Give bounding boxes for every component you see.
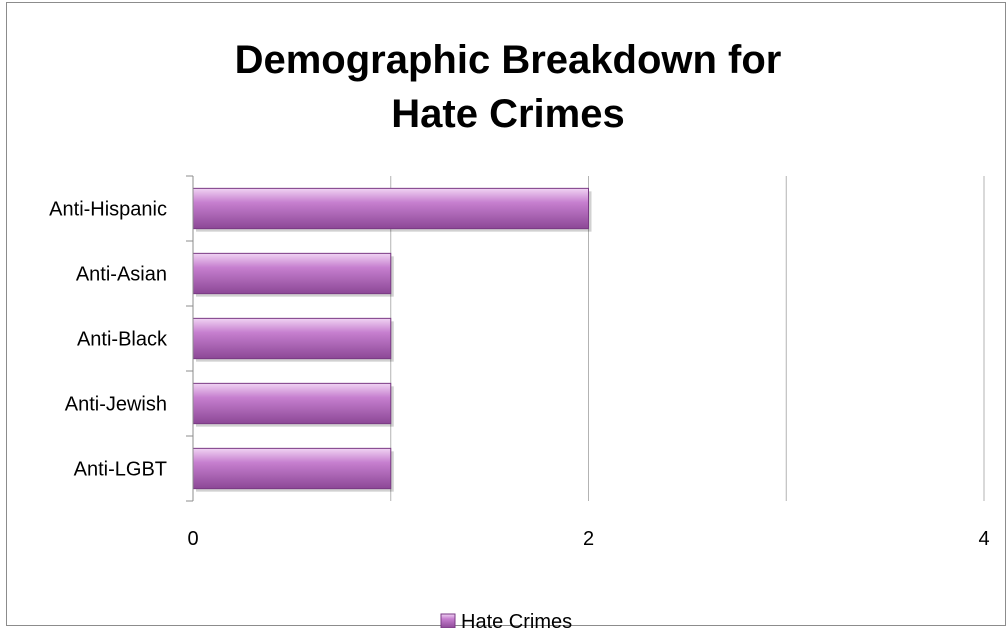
category-label: Anti-Black (77, 329, 168, 351)
bar (192, 382, 392, 425)
category-label: Anti-Jewish (65, 394, 167, 416)
category-label: Anti-Hispanic (49, 199, 167, 221)
chart-title-line-1: Demographic Breakdown for (235, 38, 782, 82)
legend-swatch (440, 613, 456, 628)
legend-label: Hate Crimes (461, 611, 572, 628)
x-tick-label: 4 (978, 528, 989, 550)
x-tick-label: 2 (583, 528, 594, 550)
x-tick-label: 0 (187, 528, 198, 550)
chart-frame (6, 2, 1006, 626)
bar (192, 317, 392, 360)
chart-title-line-2: Hate Crimes (391, 92, 624, 136)
bar (192, 447, 392, 490)
bar-layer (192, 187, 592, 492)
bar (192, 187, 589, 230)
legend: Hate Crimes (440, 611, 572, 628)
category-label: Anti-Asian (76, 264, 167, 286)
bar (192, 252, 392, 295)
label-layer: Anti-Hispanic Anti-Asian Anti-Black Anti-Je… (49, 199, 989, 551)
axis-layer (186, 175, 194, 502)
category-label: Anti-LGBT (74, 459, 167, 481)
